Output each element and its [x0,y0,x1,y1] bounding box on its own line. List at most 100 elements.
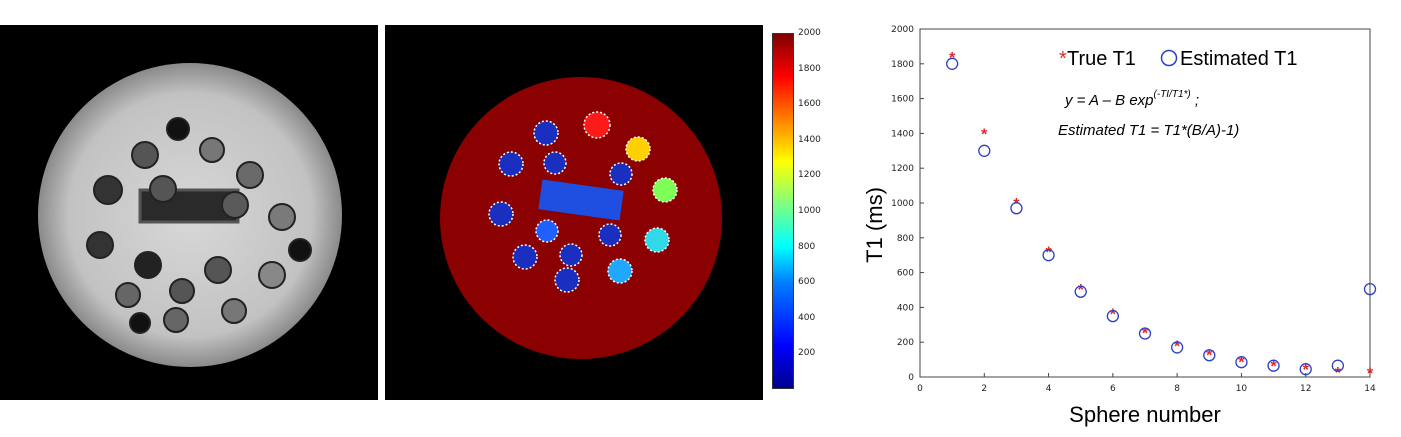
estimated-t1-point [945,57,959,70]
phantom-sphere [221,191,249,219]
y-axis-label: T1 (ms) [862,187,887,263]
true-t1-point: * [1110,306,1117,323]
colorbar-tick-label: 1000 [798,206,821,216]
y-tick-label: 1800 [891,60,914,70]
phantom-sphere [163,307,189,333]
true-t1-point: * [1303,362,1310,379]
true-t1-point: * [1045,245,1052,262]
colorbar-tick-label: 600 [798,277,816,288]
x-tick-label: 4 [1046,384,1052,394]
x-tick-label: 10 [1236,384,1248,394]
estimated-t1-point [1363,282,1377,296]
legend: * True T1 Estimated T1 [1059,48,1297,70]
t1-map-sphere [652,177,678,203]
phantom-sphere [134,251,162,279]
t1-map-sphere [644,227,670,253]
mri-grayscale-image [0,25,378,400]
colorbar-tick-label: 1400 [798,134,821,145]
colorbar [772,33,794,389]
t1-map-sphere [609,162,633,186]
true-t1-point: * [1270,359,1277,376]
equation-line-1-sup: (-TI/T1*) [1154,89,1191,100]
phantom-sphere [115,282,141,308]
x-tick-label: 14 [1364,384,1376,394]
phantom-sphere [149,175,177,203]
t1-map-sphere [535,219,559,243]
true-t1-point: * [1206,347,1213,364]
estimated-t1-point [1074,285,1087,298]
t1-map-sphere [488,201,514,227]
t1-map-sphere [559,243,583,267]
y-tick-label: 1000 [891,199,914,209]
t1-map-sphere [512,244,538,270]
phantom-sphere [236,161,264,189]
phantom-sphere [199,137,225,163]
phantom-sphere [288,238,312,262]
phantom-sphere [169,278,195,304]
legend-est-label: Estimated T1 [1180,48,1297,70]
t1-map-sphere [583,111,611,139]
y-tick-label: 800 [897,234,914,244]
t1-map-sphere [607,258,633,284]
y-tick-label: 600 [897,269,914,279]
colorbar-tick-label: 800 [798,241,816,252]
estimated-t1-point [1331,359,1345,372]
estimated-t1-point [1235,356,1248,369]
equation-line-1-prefix: y = A – B exp [1064,92,1154,109]
t1-map-sphere [498,151,524,177]
t1-map-sphere [554,267,580,293]
equation-line-1-suffix: ; [1191,92,1199,109]
t1-map-sphere [533,120,559,146]
t1-map-sphere [543,151,567,175]
legend-true-marker: * [1059,48,1067,70]
y-tick-label: 1400 [891,129,914,139]
phantom-sphere [204,256,232,284]
estimated-t1-point [1203,349,1216,362]
x-tick-label: 6 [1110,384,1116,394]
phantom-sphere [131,141,159,169]
estimated-t1-point [1042,249,1055,262]
t1-map-sphere [625,136,651,162]
legend-true-label: True T1 [1067,48,1136,70]
true-t1-point: * [1013,196,1020,213]
phantom-sphere [268,203,296,231]
estimated-t1-point [978,144,991,157]
colorbar-tick-label: 2000 [798,28,821,38]
phantom-sphere [93,175,123,205]
true-t1-point: * [1367,366,1374,383]
phantom-sphere [129,312,151,334]
t1-scatter-chart: 0 200 400 600 800 1000 1200 1400 1600 1800 2000 0 2… [862,25,1377,427]
phantom-sphere [166,117,190,141]
t1-map-image [385,25,763,400]
phantom-sphere [86,231,114,259]
colorbar-tick-label: 200 [798,348,816,359]
y-tick-label: 400 [897,303,914,313]
y-tick-label: 1600 [891,95,914,105]
y-tick-label: 1200 [891,164,914,174]
true-t1-point: * [1238,354,1245,371]
x-tick-label: 12 [1300,384,1311,394]
x-tick-label: 2 [981,384,987,394]
true-t1-point: * [1174,339,1181,356]
x-axis-label: Sphere number [1069,402,1221,427]
true-t1-point: * [1335,365,1342,382]
x-tick-label: 0 [917,384,923,394]
plot-frame [919,28,1371,378]
y-tick-label: 0 [908,373,914,383]
y-tick-label: 2000 [891,25,914,35]
legend-est-marker [1160,49,1178,67]
colorbar-tick-label: 1600 [798,99,821,110]
x-tick-label: 8 [1174,384,1180,394]
estimated-t1-point [1267,359,1280,372]
estimated-t1-point [1170,341,1184,354]
t1-map-sphere [598,223,622,247]
true-t1-point: * [981,126,988,143]
estimated-t1-point [1106,309,1120,323]
colorbar-tick-label: 1800 [798,63,821,74]
equation-line-1: y = A – B exp(-TI/T1*) ; [1064,89,1199,109]
colorbar-tick-label: 400 [798,312,816,323]
true-t1-point: * [1142,326,1149,343]
estimated-t1-point [1138,327,1152,340]
y-tick-label: 200 [897,338,914,348]
colorbar-tick-label: 1200 [798,170,821,181]
